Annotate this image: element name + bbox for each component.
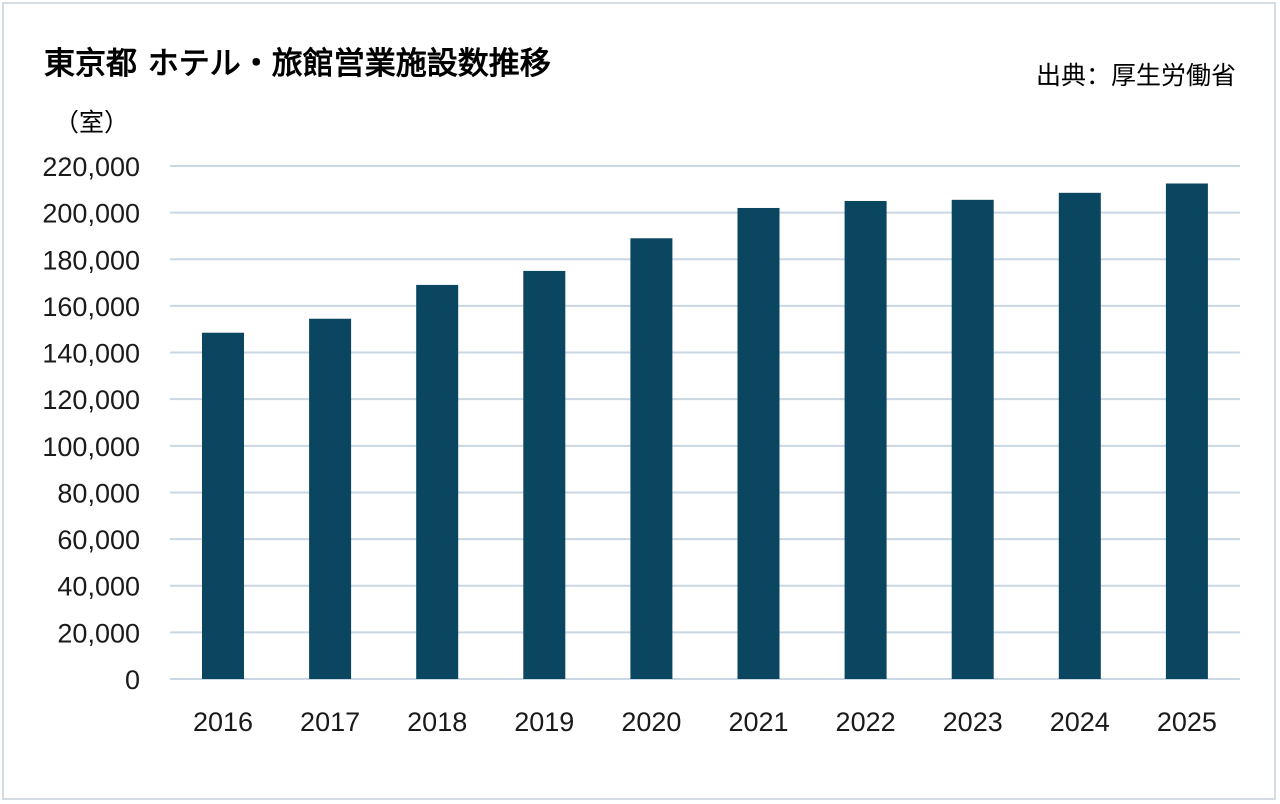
x-tick-label: 2020 — [621, 707, 681, 737]
x-tick-label: 2022 — [836, 707, 896, 737]
y-tick-label: 20,000 — [57, 618, 140, 648]
bar-2025 — [1165, 183, 1208, 679]
y-tick-label: 120,000 — [42, 385, 140, 415]
y-unit-label: （室） — [54, 108, 130, 137]
x-axis-ticks: 2016 2017 2018 2019 2020 2021 2022 2023 2024 2025 — [193, 707, 1217, 737]
y-axis-ticks: 0 20,000 40,000 60,000 80,000 100,000 120,000 1… — [42, 152, 140, 695]
x-tick-label: 2018 — [407, 707, 467, 737]
x-tick-label: 2019 — [514, 707, 574, 737]
y-tick-label: 0 — [125, 665, 140, 695]
y-tick-label: 100,000 — [42, 432, 140, 462]
bar-2022 — [844, 200, 887, 679]
bars — [202, 183, 1208, 680]
y-tick-label: 220,000 — [42, 152, 140, 182]
x-tick-label: 2017 — [300, 707, 360, 737]
y-tick-label: 60,000 — [57, 525, 140, 555]
bar-2024 — [1058, 192, 1101, 679]
y-tick-label: 40,000 — [57, 572, 140, 602]
y-tick-label: 180,000 — [42, 245, 140, 275]
chart-title: 東京都 ホテル・旅館営業施設数推移 — [44, 46, 551, 82]
x-tick-label: 2016 — [193, 707, 253, 737]
y-tick-label: 160,000 — [42, 292, 140, 322]
source-note: 出典：厚生労働省 — [1035, 61, 1236, 90]
bar-2023 — [951, 199, 994, 679]
bar-2019 — [523, 270, 566, 679]
x-tick-label: 2024 — [1050, 707, 1110, 737]
bar-2021 — [737, 207, 780, 680]
bar-2020 — [630, 238, 673, 679]
bar-2016 — [202, 332, 244, 679]
y-tick-label: 200,000 — [42, 199, 140, 229]
x-tick-label: 2021 — [728, 707, 788, 737]
x-tick-label: 2025 — [1157, 707, 1217, 737]
bar-2018 — [416, 284, 459, 679]
bar-2017 — [309, 318, 352, 679]
y-tick-label: 80,000 — [57, 478, 140, 508]
x-tick-label: 2023 — [943, 707, 1003, 737]
y-tick-label: 140,000 — [42, 339, 140, 369]
